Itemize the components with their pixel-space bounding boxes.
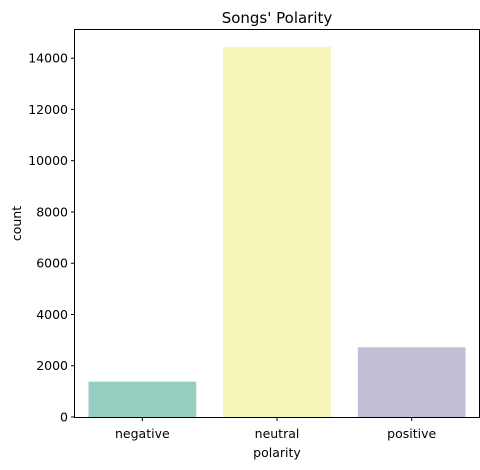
y-tick-label: 14000 [28,51,68,66]
bars-group [88,46,466,418]
bar-neutral [223,46,331,418]
bar-negative [88,381,197,417]
y-tick-label: 2000 [36,358,68,373]
x-tick-label: positive [387,426,436,441]
x-axis-label: polarity [253,445,301,460]
y-tick-label: 4000 [36,307,68,322]
y-tick-label: 8000 [36,204,68,219]
y-tick-label: 0 [60,410,68,425]
y-tick-label: 12000 [28,102,68,117]
y-axis-label: count [9,206,24,241]
y-tick-label: 6000 [36,256,68,271]
y-axis-ticks: 0 2000 4000 6000 8000 10000 12000 14000 [28,51,75,425]
bar-positive [357,347,466,417]
x-axis-ticks: negative neutral positive [115,417,436,441]
x-tick-label: negative [115,426,170,441]
chart-title: Songs' Polarity [222,9,333,27]
y-tick-label: 10000 [28,153,68,168]
x-tick-label: neutral [255,426,300,441]
